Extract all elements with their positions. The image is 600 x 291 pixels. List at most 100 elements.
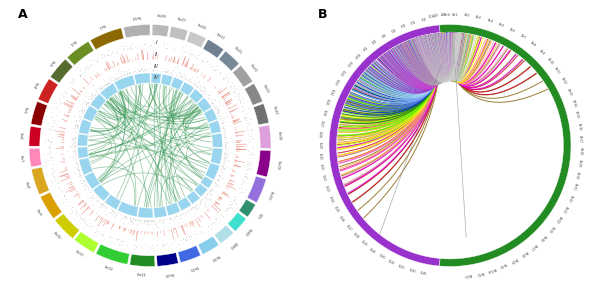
Point <box>49 118 59 122</box>
Point <box>212 106 221 110</box>
Point <box>196 88 205 93</box>
Point <box>107 49 117 54</box>
Point <box>130 68 139 73</box>
Point <box>135 218 145 223</box>
Point <box>132 244 142 248</box>
Point <box>209 103 219 108</box>
Point <box>104 53 113 58</box>
Point <box>236 181 246 186</box>
Point <box>207 225 217 230</box>
Point <box>75 73 85 78</box>
Text: LG32: LG32 <box>388 259 395 266</box>
Point <box>128 217 138 221</box>
Point <box>79 216 88 221</box>
Point <box>143 244 152 248</box>
Point <box>75 214 85 219</box>
Point <box>174 213 184 218</box>
Point <box>128 69 138 74</box>
Point <box>220 139 229 144</box>
Point <box>67 207 77 212</box>
Point <box>121 214 130 219</box>
Point <box>170 238 180 243</box>
Point <box>212 107 222 111</box>
Point <box>212 181 222 186</box>
Text: Chr4: Chr4 <box>487 18 494 24</box>
Point <box>74 172 84 177</box>
Point <box>173 73 182 78</box>
Point <box>48 124 58 128</box>
Point <box>111 76 121 81</box>
Point <box>241 116 250 120</box>
Point <box>178 44 188 49</box>
Point <box>217 212 226 217</box>
Point <box>221 143 230 148</box>
Text: LG25: LG25 <box>332 205 340 213</box>
Point <box>190 207 199 211</box>
Point <box>179 70 189 75</box>
Point <box>144 218 154 223</box>
Point <box>111 211 121 216</box>
Point <box>86 61 96 66</box>
Polygon shape <box>329 25 440 266</box>
Point <box>75 69 85 73</box>
Point <box>140 41 149 45</box>
Point <box>81 182 91 187</box>
Point <box>73 124 82 129</box>
Point <box>100 53 110 57</box>
Polygon shape <box>259 125 271 148</box>
Polygon shape <box>239 199 256 217</box>
Text: Chr11: Chr11 <box>553 66 561 75</box>
Point <box>125 70 135 74</box>
Point <box>73 164 83 168</box>
Point <box>223 152 232 157</box>
Text: Chr20: Chr20 <box>266 189 274 200</box>
Point <box>178 238 187 243</box>
Point <box>241 171 250 176</box>
Point <box>152 39 161 44</box>
Point <box>208 65 217 69</box>
Point <box>130 216 140 221</box>
Point <box>190 81 199 86</box>
Point <box>122 214 132 219</box>
Point <box>187 234 196 238</box>
Point <box>72 123 82 127</box>
Point <box>119 47 128 51</box>
Point <box>53 105 62 109</box>
Point <box>244 160 254 165</box>
Text: Chr1: Chr1 <box>451 13 458 17</box>
Polygon shape <box>197 97 211 112</box>
Point <box>220 72 229 76</box>
Point <box>225 84 235 89</box>
Point <box>216 212 226 217</box>
Point <box>218 167 227 171</box>
Text: Chr8: Chr8 <box>23 181 29 189</box>
Point <box>204 95 214 100</box>
Point <box>166 70 175 74</box>
Point <box>198 58 208 63</box>
Point <box>50 105 60 110</box>
Point <box>220 144 229 149</box>
Point <box>226 199 236 204</box>
Point <box>175 74 184 78</box>
Polygon shape <box>209 120 221 134</box>
Point <box>190 53 199 58</box>
Point <box>161 242 170 246</box>
Point <box>185 207 194 212</box>
Text: Chr13: Chr13 <box>137 273 146 277</box>
Point <box>100 82 109 86</box>
Point <box>193 84 202 88</box>
Point <box>220 156 229 161</box>
Point <box>44 144 54 149</box>
Point <box>69 141 79 146</box>
Point <box>189 233 199 238</box>
Point <box>214 218 224 223</box>
Point <box>142 67 151 72</box>
Point <box>191 203 201 208</box>
Point <box>164 243 174 248</box>
Point <box>104 235 114 239</box>
Point <box>168 47 178 52</box>
Point <box>94 198 103 203</box>
Point <box>178 236 187 241</box>
Point <box>247 165 256 170</box>
Point <box>74 167 83 172</box>
